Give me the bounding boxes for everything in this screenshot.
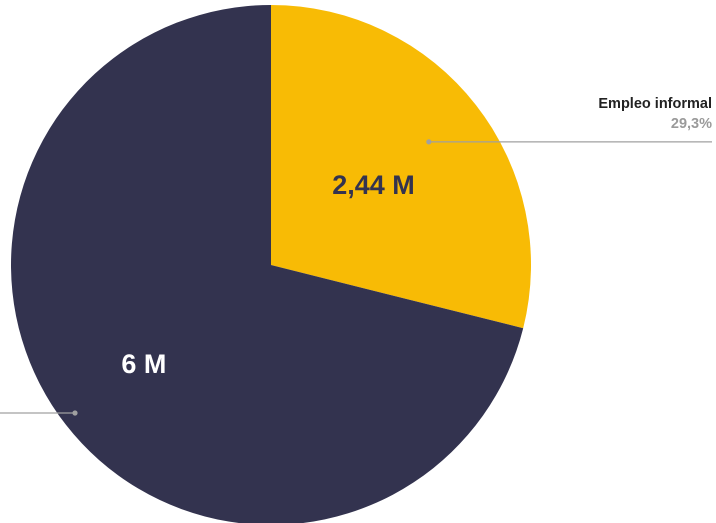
callout-dot (426, 139, 432, 145)
pie-callouts: Empleo informal 29,3% (0, 96, 712, 416)
slice-value-label: 2,44 M (332, 170, 415, 200)
callout-percent: 29,3% (671, 116, 712, 132)
pie-value-labels: 2,44 M 6 M (121, 170, 414, 379)
pie-slice-1 (11, 5, 524, 523)
pie-slices (11, 5, 531, 523)
callout-dot (72, 410, 78, 416)
callout-series-name: Empleo informal (598, 96, 712, 112)
pie-slice-0 (271, 5, 531, 329)
slice-value-label: 6 M (121, 349, 166, 379)
